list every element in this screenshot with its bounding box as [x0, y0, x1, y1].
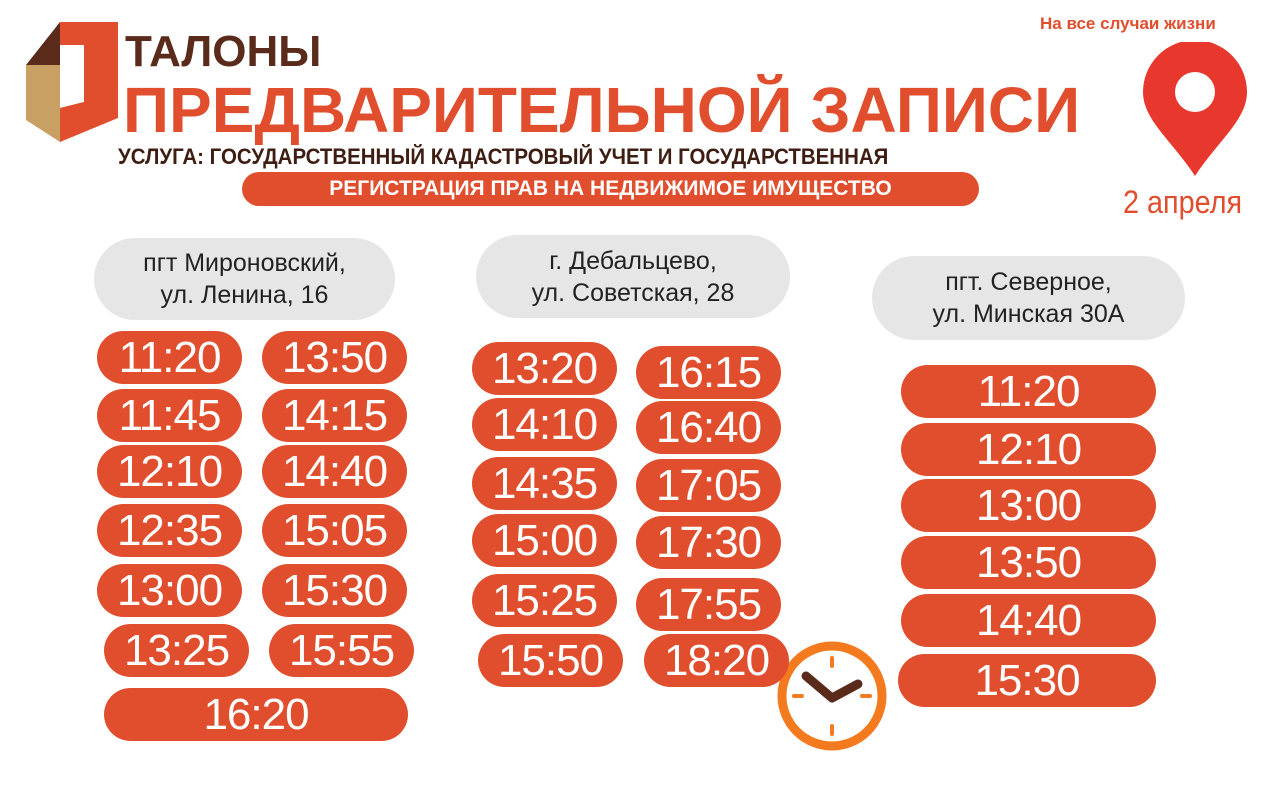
- time-slot[interactable]: 14:40: [901, 594, 1156, 647]
- time-slot[interactable]: 15:00: [472, 514, 617, 567]
- service-line2: РЕГИСТРАЦИЯ ПРАВ НА НЕДВИЖИМОЕ ИМУЩЕСТВО: [242, 172, 979, 206]
- time-slot[interactable]: 11:20: [97, 331, 242, 384]
- time-slot[interactable]: 15:25: [472, 574, 617, 627]
- time-slot[interactable]: 13:50: [901, 536, 1156, 589]
- time-slot[interactable]: 17:55: [636, 578, 781, 631]
- location-pin-icon: [1143, 42, 1247, 176]
- date: 2 апреля: [1123, 184, 1243, 220]
- title-line2: ПРЕДВАРИТЕЛЬНОЙ ЗАПИСИ: [123, 74, 1081, 146]
- time-slot[interactable]: 16:40: [636, 401, 781, 454]
- slogan: На все случаи жизни: [1040, 14, 1216, 33]
- address-line1: пгт Мироновский,: [143, 249, 346, 277]
- time-slot[interactable]: 13:20: [472, 342, 617, 395]
- time-slot[interactable]: 16:20: [104, 688, 408, 741]
- address-line1: г. Дебальцево,: [549, 246, 717, 275]
- time-slot[interactable]: 13:00: [97, 564, 242, 617]
- time-slot[interactable]: 14:35: [472, 457, 617, 510]
- time-slot[interactable]: 15:30: [262, 564, 407, 617]
- address-line1: пгт. Северное,: [945, 268, 1112, 296]
- time-slot[interactable]: 15:55: [269, 624, 414, 677]
- time-slot[interactable]: 14:15: [262, 389, 407, 442]
- time-slot[interactable]: 15:30: [898, 654, 1156, 707]
- time-slot[interactable]: 18:20: [644, 634, 789, 687]
- address-line2: ул. Ленина, 16: [160, 281, 329, 309]
- time-slot[interactable]: 17:05: [636, 459, 781, 512]
- time-slot[interactable]: 12:10: [901, 423, 1156, 476]
- time-slot[interactable]: 14:40: [262, 445, 407, 498]
- time-slot[interactable]: 11:45: [97, 389, 242, 442]
- time-slot[interactable]: 14:10: [472, 398, 617, 451]
- location-address: пгт Мироновский, ул. Ленина, 16: [94, 238, 395, 320]
- time-slot[interactable]: 12:35: [97, 504, 242, 557]
- time-slot[interactable]: 11:20: [901, 365, 1156, 418]
- address-line2: ул. Минская 30А: [932, 300, 1125, 328]
- time-slot[interactable]: 13:50: [262, 331, 407, 384]
- time-slot[interactable]: 17:30: [636, 516, 781, 569]
- title-line1: ТАЛОНЫ: [125, 27, 322, 76]
- service-line1: УСЛУГА: ГОСУДАРСТВЕННЫЙ КАДАСТРОВЫЙ УЧЕТ…: [118, 144, 889, 169]
- location-address: пгт. Северное, ул. Минская 30А: [872, 256, 1185, 340]
- time-slot[interactable]: 13:00: [901, 479, 1156, 532]
- time-slot[interactable]: 15:50: [478, 634, 623, 687]
- time-slot[interactable]: 15:05: [262, 504, 407, 557]
- location-address: г. Дебальцево, ул. Советская, 28: [476, 235, 790, 318]
- time-slot[interactable]: 16:15: [636, 346, 781, 399]
- time-slot[interactable]: 12:10: [97, 445, 242, 498]
- address-line2: ул. Советская, 28: [531, 278, 735, 307]
- time-slot[interactable]: 13:25: [104, 624, 249, 677]
- logo-mfc: [26, 22, 118, 142]
- clock-icon: [777, 641, 887, 751]
